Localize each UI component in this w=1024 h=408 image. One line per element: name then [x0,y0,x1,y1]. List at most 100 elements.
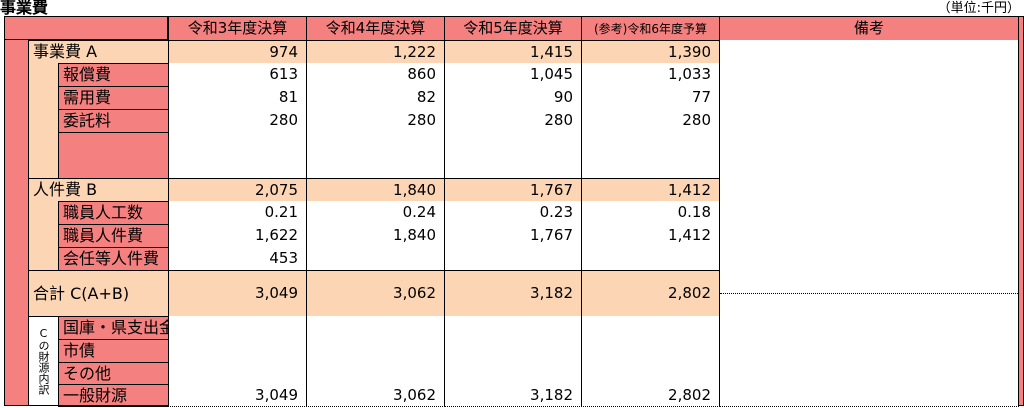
remarks-cell [719,224,1019,248]
value-cell: 0.23 [444,201,582,225]
value-cell: 280 [306,109,445,133]
value-cell: 1,033 [581,63,720,87]
indent [28,86,59,110]
indent [28,247,59,271]
value-cell: 1,415 [444,40,582,64]
value-cell [444,339,582,363]
row-label: 職員人件費 [58,224,169,248]
value-cell: 860 [306,63,445,87]
column-header: 令和5年度決算 [444,16,582,41]
value-cell [581,247,720,271]
value-cell: 77 [581,86,720,110]
value-cell [306,339,445,363]
value-cell: 280 [168,109,307,133]
indent [28,155,59,179]
row-label: 会任等人件費 [58,247,169,271]
indent [28,224,59,248]
title: 事業費 [0,0,49,16]
value-cell: 2,075 [168,178,307,202]
value-cell: 90 [444,86,582,110]
value-cell: 0.21 [168,201,307,225]
section-label: 人件費 B [28,178,169,202]
value-cell [168,339,307,363]
remarks-cell [719,339,1019,363]
value-cell [168,155,307,179]
value-cell [581,155,720,179]
value-cell: 1,840 [306,224,445,248]
value-cell: 974 [168,40,307,64]
value-cell [168,316,307,340]
remarks-cell [719,316,1019,340]
value-cell: 3,062 [306,384,445,407]
value-cell: 280 [581,109,720,133]
remarks-cell [719,63,1019,87]
remarks-cell [719,178,1019,202]
row-label [58,132,169,156]
column-header: 令和3年度決算 [168,16,307,41]
row-label: 一般財源 [58,384,169,407]
remarks-cell [719,86,1019,110]
value-cell: 1,412 [581,224,720,248]
value-cell [581,316,720,340]
value-cell [168,132,307,156]
value-cell: 82 [306,86,445,110]
value-cell [444,155,582,179]
value-cell: 1,412 [581,178,720,202]
header-blank [4,16,168,40]
value-cell: 280 [444,109,582,133]
value-cell [444,362,582,385]
indent [28,201,59,225]
value-cell: 1,622 [168,224,307,248]
value-cell [168,362,307,385]
value-cell: 81 [168,86,307,110]
value-cell: 3,182 [444,270,582,317]
row-label: 職員人工数 [58,201,169,225]
value-cell [581,339,720,363]
value-cell: 2,802 [581,384,720,407]
remarks-cell [719,40,1019,64]
value-cell: 0.24 [306,201,445,225]
value-cell [306,362,445,385]
row-label: 報償費 [58,63,169,87]
remarks-cell [719,155,1019,179]
value-cell: 2,802 [581,270,720,317]
value-cell [306,155,445,179]
unit: （単位:千円） [937,0,1020,16]
value-cell [444,247,582,271]
value-cell: 1,222 [306,40,445,64]
row-label: 国庫・県支出金 [58,316,169,340]
indent [28,109,59,133]
value-cell: 3,049 [168,270,307,317]
remarks-cell [719,247,1019,271]
value-cell: 1,767 [444,224,582,248]
indent [28,63,59,87]
value-cell: 3,062 [306,270,445,317]
row-label: 市債 [58,339,169,363]
row-label: 委託料 [58,109,169,133]
remarks-line [720,293,1018,294]
value-cell [306,247,445,271]
funding-label: Cの財源内訳 [28,316,59,406]
remarks-cell [719,201,1019,225]
remarks-cell [719,132,1019,156]
row-label [58,155,169,179]
value-cell: 3,182 [444,384,582,407]
section-label: 合計 C(A+B) [28,270,169,317]
value-cell: 453 [168,247,307,271]
value-cell [306,132,445,156]
value-cell: 1,840 [306,178,445,202]
value-cell: 3,049 [168,384,307,407]
row-label: その他 [58,362,169,385]
row-label: 需用費 [58,86,169,110]
value-cell: 0.18 [581,201,720,225]
column-header: 令和4年度決算 [306,16,445,41]
remarks-cell [719,109,1019,133]
remarks-cell [719,384,1019,407]
value-cell: 1,045 [444,63,582,87]
column-header: 備考 [719,16,1019,41]
value-cell [306,316,445,340]
column-header: (参考)令和6年度予算 [581,16,720,41]
value-cell [444,132,582,156]
value-cell: 1,767 [444,178,582,202]
